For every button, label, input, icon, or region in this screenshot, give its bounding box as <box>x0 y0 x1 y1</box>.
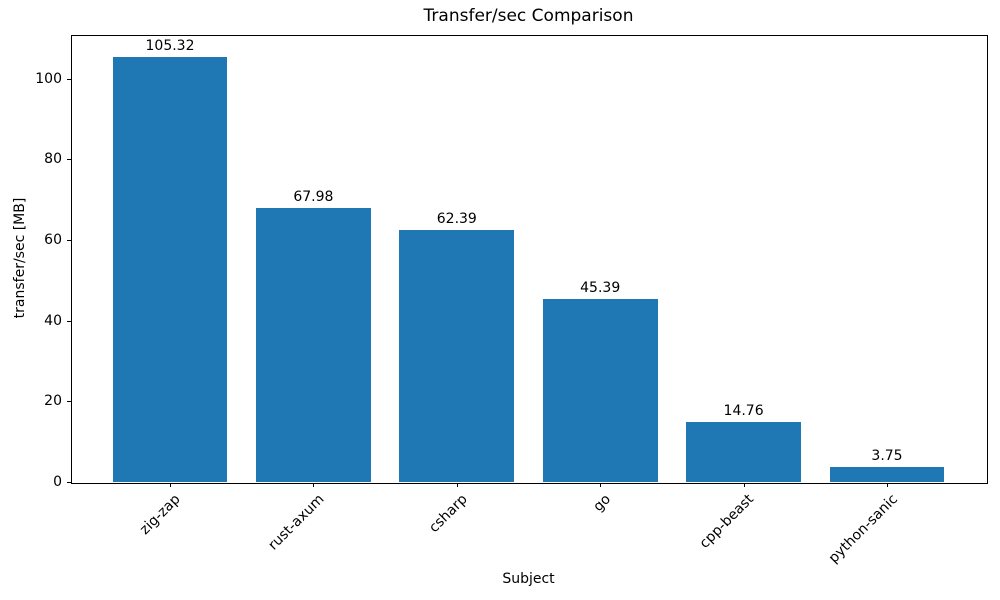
bar <box>686 422 801 482</box>
bar <box>829 466 945 482</box>
x-tick-mark <box>743 483 745 487</box>
y-tick-label: 100 <box>35 70 62 87</box>
y-tick-label: 0 <box>53 474 62 490</box>
y-axis-label: transfer/sec [MB] <box>12 197 28 319</box>
y-tick-label: 60 <box>44 231 62 248</box>
x-tick-label: zig-zap <box>136 491 184 538</box>
x-tick-label: python-sanic <box>825 491 901 567</box>
x-tick-mark <box>600 483 602 487</box>
bar-value-label: 62.39 <box>436 211 477 228</box>
bar-value-label: 105.32 <box>145 38 195 55</box>
bar <box>256 207 371 482</box>
chart-title: Transfer/sec Comparison <box>423 6 634 26</box>
bar-value-label: 67.98 <box>293 188 334 205</box>
bar <box>112 57 228 482</box>
x-tick-mark <box>887 483 888 487</box>
x-tick-mark <box>313 483 315 487</box>
bar <box>399 230 515 482</box>
y-tick-mark <box>67 401 71 403</box>
x-tick-mark <box>456 483 458 487</box>
x-tick-label: go <box>590 491 614 515</box>
y-tick-label: 40 <box>44 312 62 329</box>
bar-value-label: 45.39 <box>580 279 621 296</box>
x-tick-label: cpp-beast <box>696 491 758 552</box>
y-tick-mark <box>67 78 71 80</box>
x-axis-label: Subject <box>502 571 555 587</box>
y-tick-mark <box>67 159 71 161</box>
y-tick-label: 80 <box>44 151 62 168</box>
bar-value-label: 3.75 <box>871 447 903 464</box>
bar-value-label: 14.76 <box>723 403 764 420</box>
x-tick-label: rust-axum <box>264 491 328 554</box>
y-tick-label: 20 <box>44 393 62 410</box>
bar <box>542 298 658 482</box>
x-tick-label: csharp <box>425 491 471 536</box>
y-tick-mark <box>67 320 71 322</box>
y-tick-mark <box>67 482 71 483</box>
y-tick-mark <box>67 239 71 241</box>
x-tick-mark <box>170 483 171 487</box>
